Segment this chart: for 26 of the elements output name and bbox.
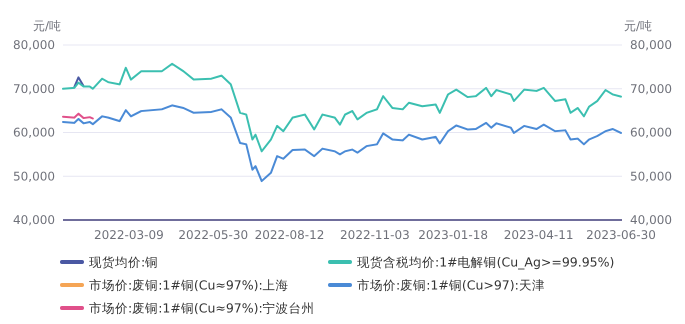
y-axis-title: 元/吨 <box>32 19 61 33</box>
y-tick-label: 40,000 <box>13 213 55 227</box>
y-tick-label: 50,000 <box>13 169 55 184</box>
y-tick-label: 60,000 <box>13 126 55 140</box>
x-tick-label: 2023-06-30 <box>586 228 656 242</box>
y2-tick-label: 60,000 <box>630 126 672 140</box>
x-tick-label: 2022-11-03 <box>340 228 410 242</box>
y2-axis-title: 元/吨 <box>624 19 652 33</box>
x-tick-label: 2022-03-09 <box>94 228 164 242</box>
y-tick-label: 70,000 <box>13 82 55 96</box>
legend-label: 市场价:废铜:1#铜(Cu≈97%):上海 <box>89 278 289 292</box>
line-series <box>62 62 622 152</box>
x-tick-label: 2023-04-11 <box>504 228 574 242</box>
legend-label: 现货均价:铜 <box>89 254 158 270</box>
x-tick-label: 2023-01-18 <box>418 228 488 242</box>
legend-label: 现货含税均价:1#电解铜(Cu_Ag>=99.95%) <box>357 254 614 270</box>
y2-tick-label: 80,000 <box>630 38 672 52</box>
legend-label: 市场价:废铜:1#铜(Cu≈97%):宁波台州 <box>89 300 315 316</box>
legend-label: 市场价:废铜:1#铜(Cu>97):天津 <box>357 278 545 292</box>
x-tick-label: 2022-08-12 <box>254 228 324 242</box>
y2-tick-label: 40,000 <box>630 213 672 227</box>
y2-tick-label: 50,000 <box>630 169 672 184</box>
x-tick-label: 2022-05-30 <box>178 228 248 242</box>
y-tick-label: 80,000 <box>13 38 55 52</box>
line-series <box>62 104 622 182</box>
y2-tick-label: 70,000 <box>630 82 672 96</box>
